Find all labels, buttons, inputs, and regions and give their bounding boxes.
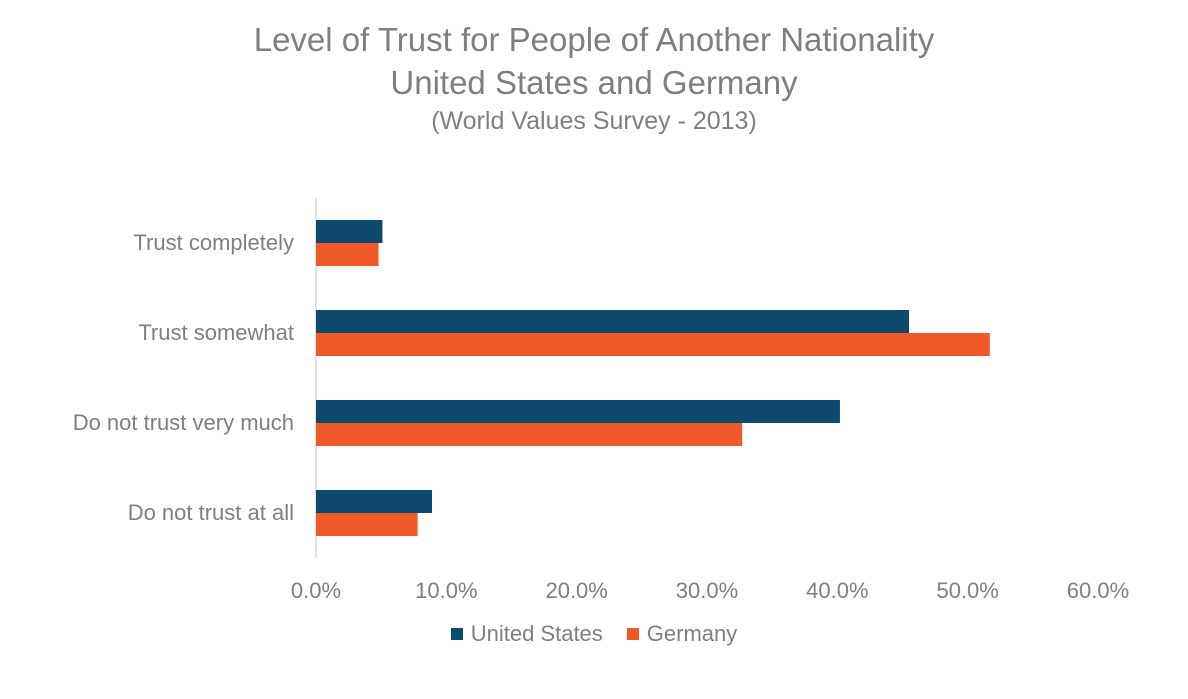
legend-swatch-united-states — [450, 628, 463, 640]
x-tick-label-30: 30.0% — [676, 578, 738, 603]
x-tick-label-0: 0.0% — [291, 578, 341, 603]
category-label-do-not-trust-at-all: Do not trust at all — [128, 500, 294, 525]
bar-united-states-do-not-trust-at-all — [316, 490, 432, 513]
x-tick-label-60: 60.0% — [1067, 578, 1129, 603]
legend-item-united-states: United States — [450, 621, 603, 647]
bar-germany-do-not-trust-very-much — [316, 423, 743, 446]
x-tick-label-50: 50.0% — [936, 578, 998, 603]
x-tick-label-40: 40.0% — [806, 578, 868, 603]
bar-united-states-trust-completely — [316, 220, 383, 243]
bar-united-states-do-not-trust-very-much — [316, 400, 840, 423]
bar-germany-trust-completely — [316, 243, 379, 266]
chart-subtitle: (World Values Survey - 2013) — [431, 107, 757, 135]
legend-swatch-germany — [626, 628, 639, 640]
category-label-trust-somewhat: Trust somewhat — [138, 320, 294, 345]
chart-title-block: Level of Trust for People of Another Nat… — [0, 18, 1188, 138]
legend-label-germany: Germany — [646, 621, 738, 646]
legend-label-united-states: United States — [470, 621, 603, 646]
bar-united-states-trust-somewhat — [316, 310, 910, 333]
chart-legend: United States Germany — [0, 621, 1188, 647]
chart-title: Level of Trust for People of Another Nat… — [253, 21, 935, 58]
chart-title-line2: United States and Germany — [390, 64, 798, 101]
x-tick-label-10: 10.0% — [415, 578, 477, 603]
category-label-do-not-trust-very-much: Do not trust very much — [73, 410, 294, 435]
bar-germany-do-not-trust-at-all — [316, 513, 418, 536]
bar-germany-trust-somewhat — [316, 333, 990, 356]
x-tick-label-20: 20.0% — [545, 578, 607, 603]
category-label-trust-completely: Trust completely — [133, 230, 294, 255]
legend-item-germany: Germany — [626, 621, 738, 647]
